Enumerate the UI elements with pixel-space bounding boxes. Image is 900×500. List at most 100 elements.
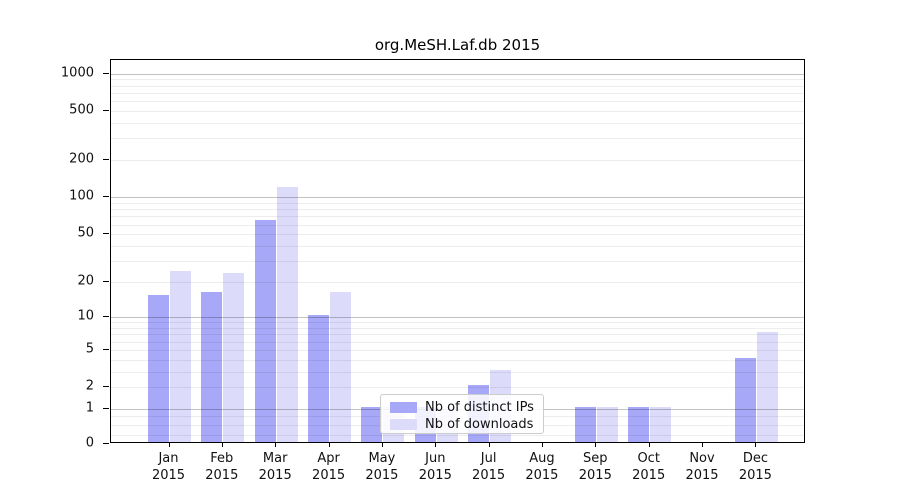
legend-item-downloads: Nb of downloads xyxy=(381,416,543,432)
bar-distinct-ips-jan xyxy=(148,294,169,442)
gridline-minor xyxy=(111,261,804,263)
legend-label-downloads: Nb of downloads xyxy=(425,416,534,432)
gridline-minor xyxy=(111,327,804,329)
gridline-minor xyxy=(111,246,804,247)
y-tick-label: 2 xyxy=(85,378,94,394)
y-tick-label: 100 xyxy=(69,188,94,204)
y-tick-label: 10 xyxy=(77,308,94,324)
x-tick-mark xyxy=(541,443,543,447)
x-tick-label: Jan 2015 xyxy=(151,451,186,483)
y-tick-mark xyxy=(103,72,109,74)
x-tick-mark xyxy=(168,443,170,447)
legend: Nb of distinct IPs Nb of downloads xyxy=(380,394,544,434)
bar-downloads-sep xyxy=(596,407,618,442)
bar-distinct-ips-apr xyxy=(308,315,330,442)
gridline-minor xyxy=(111,160,804,162)
bar-downloads-jan xyxy=(170,270,191,442)
gridline-minor xyxy=(111,334,804,336)
legend-item-distinct-ips: Nb of distinct IPs xyxy=(381,399,543,415)
gridline-minor xyxy=(111,234,804,236)
bar-downloads-oct xyxy=(650,407,672,442)
y-tick-mark xyxy=(103,233,109,235)
gridline-minor xyxy=(111,216,804,218)
x-tick-mark xyxy=(648,443,650,447)
bar-downloads-mar xyxy=(276,186,298,442)
gridline-minor xyxy=(111,434,804,436)
gridline-minor xyxy=(111,349,804,351)
bar-distinct-ips-feb xyxy=(201,291,223,442)
x-tick-label: Jul 2015 xyxy=(472,451,506,483)
x-tick-label: Feb 2015 xyxy=(205,451,239,483)
gridline-minor xyxy=(111,79,804,81)
y-tick-label: 5 xyxy=(85,341,94,357)
x-tick-mark xyxy=(435,443,437,447)
x-tick-label: Sep 2015 xyxy=(578,451,612,483)
y-axis: 0 1 2 5 10 20 50 100 200 500 1000 xyxy=(0,59,110,451)
y-tick-mark xyxy=(103,196,109,198)
gridline-major xyxy=(111,197,804,199)
y-tick-label: 0 xyxy=(85,435,94,451)
gridline-minor xyxy=(111,203,804,204)
gridline-minor xyxy=(111,224,804,226)
y-tick-mark xyxy=(103,316,109,318)
gridline-minor xyxy=(111,322,804,324)
bar-distinct-ips-sep xyxy=(574,407,596,442)
gridline-minor xyxy=(111,371,804,373)
x-tick-mark xyxy=(702,443,703,447)
gridline-minor xyxy=(111,387,804,389)
y-tick-mark xyxy=(103,408,109,410)
gridline-minor xyxy=(111,110,804,112)
y-tick-mark xyxy=(103,159,109,161)
y-tick-mark xyxy=(103,281,109,283)
x-tick-label: Nov 2015 xyxy=(685,451,719,483)
x-tick-label: Apr 2015 xyxy=(312,451,346,483)
y-tick-label: 1000 xyxy=(60,65,94,80)
gridline-minor xyxy=(111,138,804,140)
y-tick-label: 200 xyxy=(69,151,94,167)
bar-downloads-feb xyxy=(223,272,245,442)
chart-title: org.MeSH.Laf.db 2015 xyxy=(374,36,541,54)
gridline-minor xyxy=(111,85,804,87)
plot-area: Nb of distinct IPs Nb of downloads xyxy=(110,59,805,443)
y-tick-label: 20 xyxy=(77,273,94,289)
y-tick-label: 1 xyxy=(85,400,94,416)
y-tick-label: 500 xyxy=(69,102,94,118)
x-tick-mark xyxy=(488,443,490,447)
x-axis: Jan 2015 Feb 2015 Mar 2015 Apr 2015 May 2015 Jun 20… xyxy=(110,443,805,498)
x-tick-mark xyxy=(381,443,383,447)
gridline-minor xyxy=(111,359,804,361)
y-tick-label: 50 xyxy=(77,225,94,241)
y-tick-mark xyxy=(103,109,109,111)
x-tick-mark xyxy=(221,443,223,447)
y-tick-mark xyxy=(103,443,109,444)
gridline-minor xyxy=(111,101,804,103)
legend-swatch-downloads xyxy=(390,418,417,430)
x-tick-mark xyxy=(328,443,330,447)
grid-layer xyxy=(111,60,804,442)
gridline-major xyxy=(111,73,804,75)
bar-distinct-ips-may xyxy=(361,407,383,442)
x-tick-label: Mar 2015 xyxy=(258,451,292,483)
gridline-minor xyxy=(111,209,804,211)
bar-distinct-ips-oct xyxy=(628,407,650,442)
x-tick-label: May 2015 xyxy=(365,451,399,483)
x-tick-mark xyxy=(755,443,757,447)
x-tick-mark xyxy=(595,443,597,447)
bar-downloads-apr xyxy=(330,291,352,442)
gridline-minor xyxy=(111,92,804,94)
y-tick-mark xyxy=(103,386,109,388)
bar-downloads-dec xyxy=(756,332,778,442)
bar-distinct-ips-dec xyxy=(734,357,756,442)
x-tick-mark xyxy=(275,443,277,447)
legend-label-distinct-ips: Nb of distinct IPs xyxy=(425,399,534,415)
x-tick-label: Jun 2015 xyxy=(418,451,452,483)
gridline-major xyxy=(111,317,804,319)
gridline-minor xyxy=(111,122,804,124)
x-tick-label: Dec 2015 xyxy=(738,451,772,483)
y-tick-mark xyxy=(103,348,109,350)
x-tick-label: Oct 2015 xyxy=(632,451,666,483)
gridline-minor xyxy=(111,341,804,343)
x-tick-label: Aug 2015 xyxy=(525,451,559,483)
gridline-minor xyxy=(111,282,804,284)
